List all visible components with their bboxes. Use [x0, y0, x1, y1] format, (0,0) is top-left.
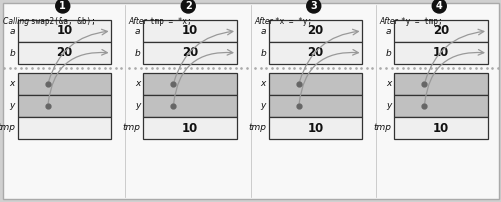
Bar: [18, 95, 111, 117]
Text: 20: 20: [57, 46, 73, 60]
Bar: [269, 20, 362, 42]
Text: tmp: tmp: [247, 123, 266, 133]
Text: 10: 10: [432, 46, 448, 60]
Bar: [394, 117, 487, 139]
Text: *x = *y;: *x = *y;: [275, 17, 312, 26]
Bar: [18, 73, 111, 95]
Bar: [18, 117, 111, 139]
Text: 2: 2: [184, 1, 191, 11]
Text: 20: 20: [182, 46, 198, 60]
Bar: [143, 42, 236, 64]
Text: b: b: [9, 48, 15, 58]
Text: 3: 3: [310, 1, 317, 11]
Text: 10: 10: [182, 24, 198, 38]
Text: x: x: [135, 80, 140, 88]
Text: After: After: [379, 17, 400, 26]
Text: y: y: [135, 101, 140, 110]
Text: After: After: [128, 17, 149, 26]
Text: a: a: [10, 26, 15, 36]
Text: b: b: [385, 48, 391, 58]
Text: 4: 4: [435, 1, 442, 11]
Text: a: a: [260, 26, 266, 36]
Text: *y = tmp;: *y = tmp;: [400, 17, 441, 26]
Bar: [143, 73, 236, 95]
Bar: [394, 42, 487, 64]
Bar: [143, 117, 236, 139]
Bar: [394, 20, 487, 42]
Text: Calling: Calling: [3, 17, 32, 26]
Bar: [269, 117, 362, 139]
Text: x: x: [260, 80, 266, 88]
Bar: [18, 20, 111, 42]
Bar: [143, 20, 236, 42]
Bar: [18, 42, 111, 64]
Text: x: x: [10, 80, 15, 88]
Text: swap2(&a, &b);: swap2(&a, &b);: [32, 17, 96, 26]
Bar: [269, 95, 362, 117]
Bar: [394, 73, 487, 95]
Text: 1: 1: [59, 1, 66, 11]
Text: 10: 10: [182, 121, 198, 135]
Bar: [394, 95, 487, 117]
Text: y: y: [10, 101, 15, 110]
Text: tmp: tmp: [373, 123, 391, 133]
Circle shape: [56, 0, 70, 13]
Text: 10: 10: [432, 121, 448, 135]
Text: a: a: [135, 26, 140, 36]
Text: 10: 10: [57, 24, 73, 38]
Text: y: y: [260, 101, 266, 110]
Text: tmp = *x;: tmp = *x;: [149, 17, 191, 26]
Bar: [269, 73, 362, 95]
Bar: [143, 95, 236, 117]
Text: 20: 20: [307, 24, 323, 38]
Text: b: b: [134, 48, 140, 58]
Text: tmp: tmp: [0, 123, 15, 133]
Text: 20: 20: [307, 46, 323, 60]
Text: y: y: [385, 101, 391, 110]
Text: x: x: [385, 80, 391, 88]
Text: 10: 10: [307, 121, 323, 135]
Text: tmp: tmp: [122, 123, 140, 133]
Circle shape: [306, 0, 320, 13]
Circle shape: [181, 0, 195, 13]
Text: 20: 20: [432, 24, 448, 38]
Text: a: a: [385, 26, 391, 36]
Text: b: b: [260, 48, 266, 58]
Bar: [269, 42, 362, 64]
Text: After: After: [254, 17, 275, 26]
Circle shape: [431, 0, 445, 13]
